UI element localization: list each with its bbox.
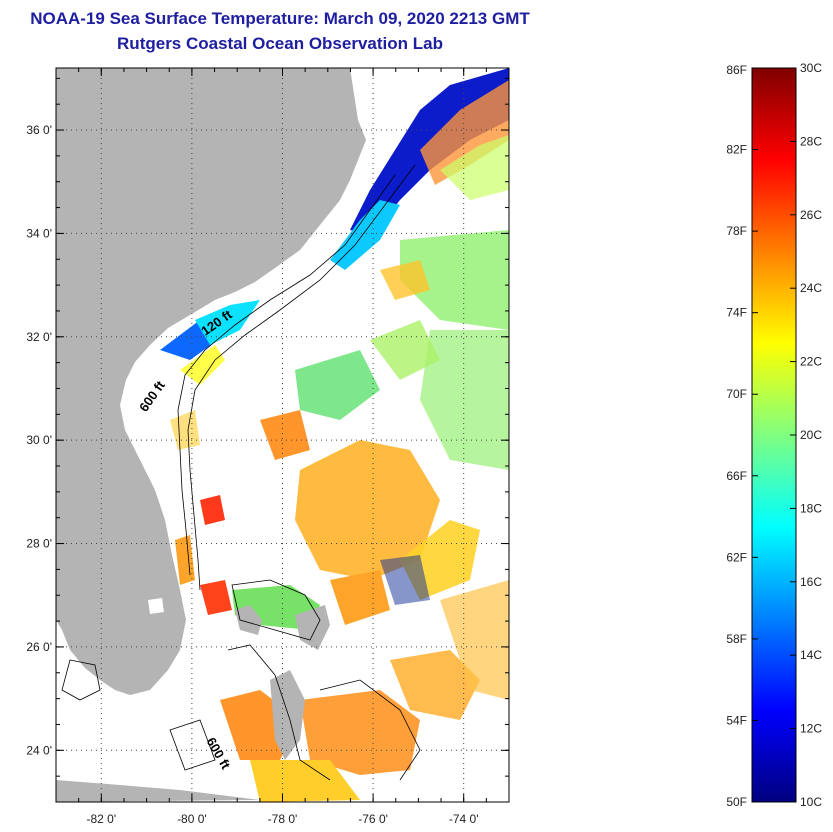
fahrenheit-tick-label: 50F <box>726 795 747 809</box>
fahrenheit-tick-label: 82F <box>726 143 747 157</box>
fahrenheit-tick-label: 66F <box>726 469 747 483</box>
sst-map: 36 0' 34 0' 32 0' 30 0' 28 0' 26 0' 24 0' -82 … <box>26 67 510 826</box>
lat-tick-label: 26 0' <box>26 640 52 654</box>
celsius-tick-label: 14C <box>800 648 822 662</box>
fahrenheit-tick-label: 58F <box>726 632 747 646</box>
latitude-labels: 36 0' 34 0' 32 0' 30 0' 28 0' 26 0' 24 0' <box>26 123 52 757</box>
lon-tick-label: -80 0' <box>177 812 207 826</box>
lon-tick-label: -76 0' <box>358 812 388 826</box>
sst-patches <box>160 68 509 802</box>
fahrenheit-ticks: 86F 82F 78F 74F 70F 66F 62F 58F 54F 50F <box>726 63 747 809</box>
temperature-colorbar: 86F 82F 78F 74F 70F 66F 62F 58F 54F 50F 30C 28C 26C… <box>726 61 822 809</box>
colorbar-gradient <box>751 67 797 803</box>
fahrenheit-tick-label: 86F <box>726 63 747 77</box>
bathymetry-contours <box>61 164 421 781</box>
celsius-tick-label: 12C <box>800 722 822 736</box>
fahrenheit-tick-label: 54F <box>726 713 747 727</box>
lat-tick-label: 32 0' <box>26 330 52 344</box>
celsius-tick-label: 26C <box>800 208 822 222</box>
longitude-labels: -82 0' -80 0' -78 0' -76 0' -74 0' <box>86 812 478 826</box>
celsius-tick-label: 18C <box>800 501 822 515</box>
celsius-tick-label: 30C <box>800 61 822 75</box>
celsius-tick-label: 20C <box>800 428 822 442</box>
lat-tick-label: 36 0' <box>26 123 52 137</box>
fahrenheit-tick-label: 62F <box>726 550 747 564</box>
map-title: NOAA-19 Sea Surface Temperature: March 0… <box>30 9 530 28</box>
celsius-tick-label: 28C <box>800 134 822 148</box>
lat-tick-label: 24 0' <box>26 743 52 757</box>
celsius-tick-label: 22C <box>800 355 822 369</box>
lon-tick-label: -74 0' <box>449 812 479 826</box>
celsius-tick-label: 10C <box>800 795 822 809</box>
celsius-ticks: 30C 28C 26C 24C 22C 20C 18C 16C 14C 12C 10C <box>800 61 822 809</box>
lon-tick-label: -78 0' <box>268 812 298 826</box>
lon-tick-label: -82 0' <box>86 812 116 826</box>
fahrenheit-tick-label: 74F <box>726 306 747 320</box>
lat-tick-label: 28 0' <box>26 537 52 551</box>
lat-tick-label: 34 0' <box>26 226 52 240</box>
fahrenheit-tick-label: 78F <box>726 224 747 238</box>
map-subtitle: Rutgers Coastal Ocean Observation Lab <box>117 34 443 53</box>
celsius-tick-label: 16C <box>800 575 822 589</box>
fahrenheit-tick-label: 70F <box>726 387 747 401</box>
lat-tick-label: 30 0' <box>26 433 52 447</box>
land <box>56 68 366 802</box>
graticule <box>56 68 509 802</box>
celsius-tick-label: 24C <box>800 281 822 295</box>
